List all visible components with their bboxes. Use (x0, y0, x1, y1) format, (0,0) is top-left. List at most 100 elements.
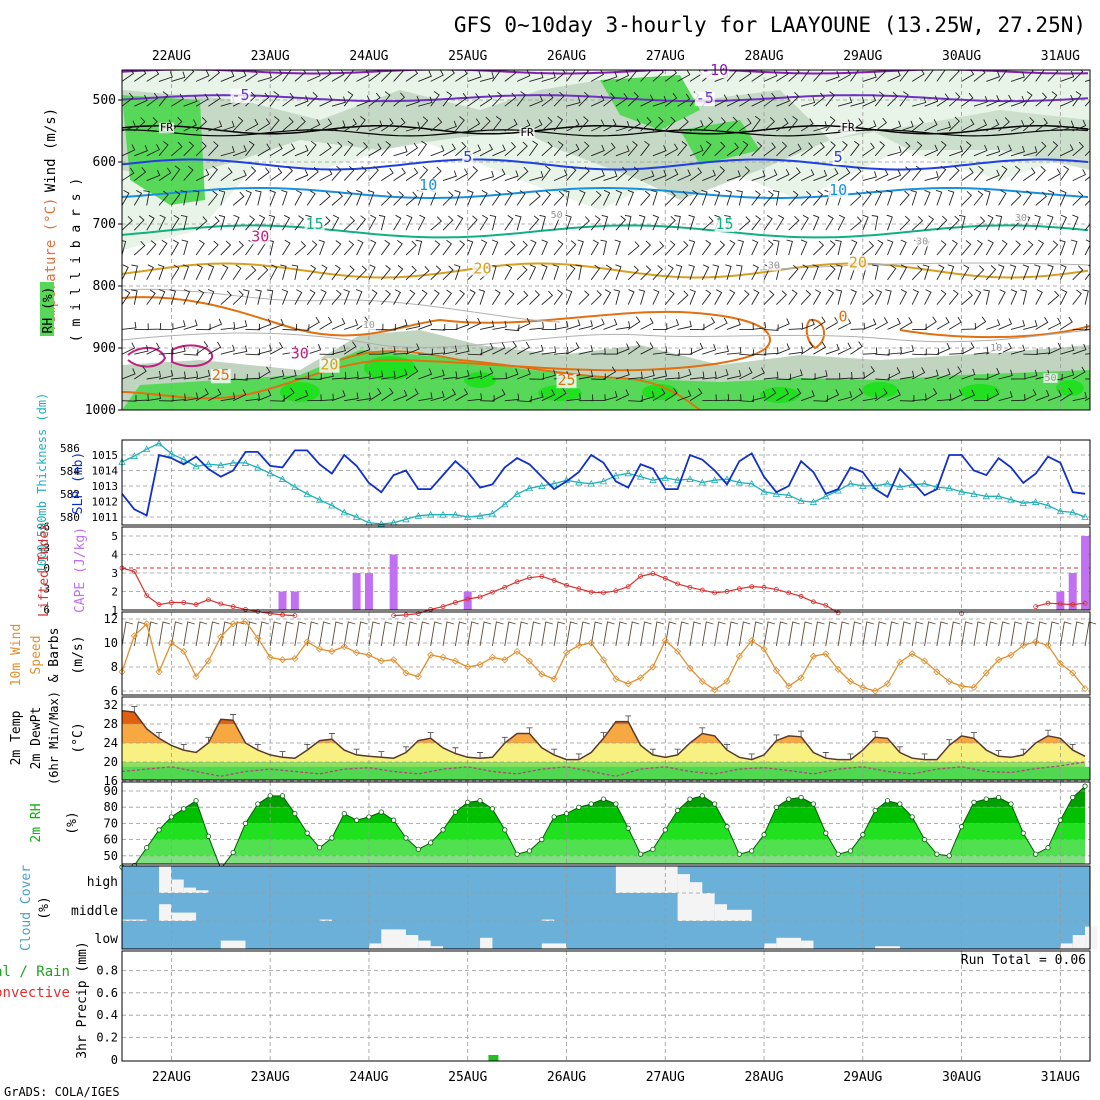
wind-barb (541, 141, 553, 157)
wind-barb (307, 70, 321, 82)
temp-minmax-mark (501, 736, 508, 743)
wind-barb (380, 239, 391, 256)
cape-bar (290, 591, 299, 610)
thickness-tick: 580 (60, 511, 80, 524)
cape-tick: 3 (111, 567, 118, 580)
wind-barb (331, 371, 347, 380)
wind-barb (430, 117, 443, 132)
wind-speed-point (180, 647, 188, 655)
wind-barb (467, 71, 482, 82)
rh-point (613, 801, 619, 807)
wind-barb (294, 215, 305, 231)
wind-barb (319, 316, 333, 330)
wind-barb (1023, 116, 1035, 132)
wind-barb (516, 368, 531, 380)
temp-minmax-mark (378, 751, 385, 758)
wind-barb (356, 239, 364, 256)
wind-speed-point (896, 658, 904, 666)
wind-barb (973, 316, 987, 330)
wind10m-barb (245, 621, 257, 647)
wind-speed-point (377, 657, 385, 665)
contour-label-bg (418, 178, 439, 193)
wind-barb (986, 70, 1001, 82)
wind-barb (368, 143, 382, 157)
wind-barb (638, 289, 646, 305)
wind-barb (418, 392, 433, 402)
wind-barb (220, 120, 235, 132)
wind-barb (1047, 317, 1062, 330)
wind-barb (961, 264, 970, 281)
wind-barb (924, 316, 937, 330)
thickness-point (550, 479, 558, 487)
thickness-point (1007, 495, 1015, 503)
wind-barb (850, 96, 865, 107)
wind-barb (504, 190, 513, 206)
wind-barb (763, 142, 776, 157)
wind-barb (319, 94, 333, 107)
wind-barb (331, 191, 344, 206)
wind-barb (232, 191, 245, 206)
wind-barb (467, 393, 483, 402)
li-point (428, 607, 434, 612)
wind-barb (652, 388, 666, 402)
rh-point (366, 814, 372, 820)
thickness-point (846, 479, 855, 487)
wind-barb (1047, 240, 1059, 256)
cloud-block-middle (319, 919, 332, 921)
wind-barb (935, 189, 943, 206)
wind10m-barb (529, 621, 541, 647)
thickness-point (982, 492, 990, 500)
wind-barb (171, 345, 186, 355)
temp-minmax-mark (526, 727, 533, 734)
thickness-point (501, 500, 509, 508)
wind-barb (122, 289, 131, 305)
wind10m-barb (269, 621, 282, 647)
rh-point (316, 845, 323, 851)
temp-minmax-mark (822, 752, 829, 759)
wind10m-barb (961, 621, 973, 647)
rh-max-blob (760, 387, 800, 403)
cape-bar (1068, 573, 1077, 610)
wind-barb (1060, 316, 1073, 330)
wind-barb (183, 119, 197, 132)
wind-barb (788, 265, 799, 281)
temp-minmax-mark (328, 733, 335, 740)
wind-barb (516, 91, 527, 107)
wind-barb (516, 290, 529, 305)
wind-barb (726, 346, 742, 355)
wind-barb (270, 395, 285, 402)
rh-tick: 80 (104, 800, 118, 814)
wind-barb (640, 342, 654, 355)
rh-band (122, 855, 1086, 864)
wind-barb (232, 145, 247, 157)
wind-barb (936, 368, 951, 380)
wind-barb (961, 70, 975, 82)
wind-barb (887, 239, 894, 256)
thickness-point (957, 487, 966, 495)
li-point (1045, 600, 1051, 606)
wind-barb (948, 215, 960, 231)
wind-barb (1084, 264, 1090, 281)
wind-barb (393, 214, 402, 231)
wind-barb (763, 92, 776, 107)
rh-point (415, 846, 421, 852)
li-point (699, 587, 705, 593)
wind10m-barb (232, 621, 245, 647)
wind-barb (122, 342, 136, 355)
wind-barb (1035, 141, 1047, 157)
thickness-point (748, 479, 756, 487)
wind-barb (973, 144, 988, 157)
wind-barb (208, 318, 223, 330)
thickness-point (1019, 499, 1028, 507)
wind-barb (158, 347, 174, 355)
rh-point (798, 794, 804, 801)
contour-label: 50 (551, 210, 563, 221)
thickness-point (229, 459, 237, 466)
thickness-point (538, 482, 546, 489)
cloud-block-low (381, 929, 406, 949)
wind-barb (504, 341, 517, 355)
wind-barb (640, 140, 650, 157)
wind-speed-point (167, 639, 175, 647)
wind-barb (738, 289, 750, 305)
wind-barb (516, 240, 528, 256)
